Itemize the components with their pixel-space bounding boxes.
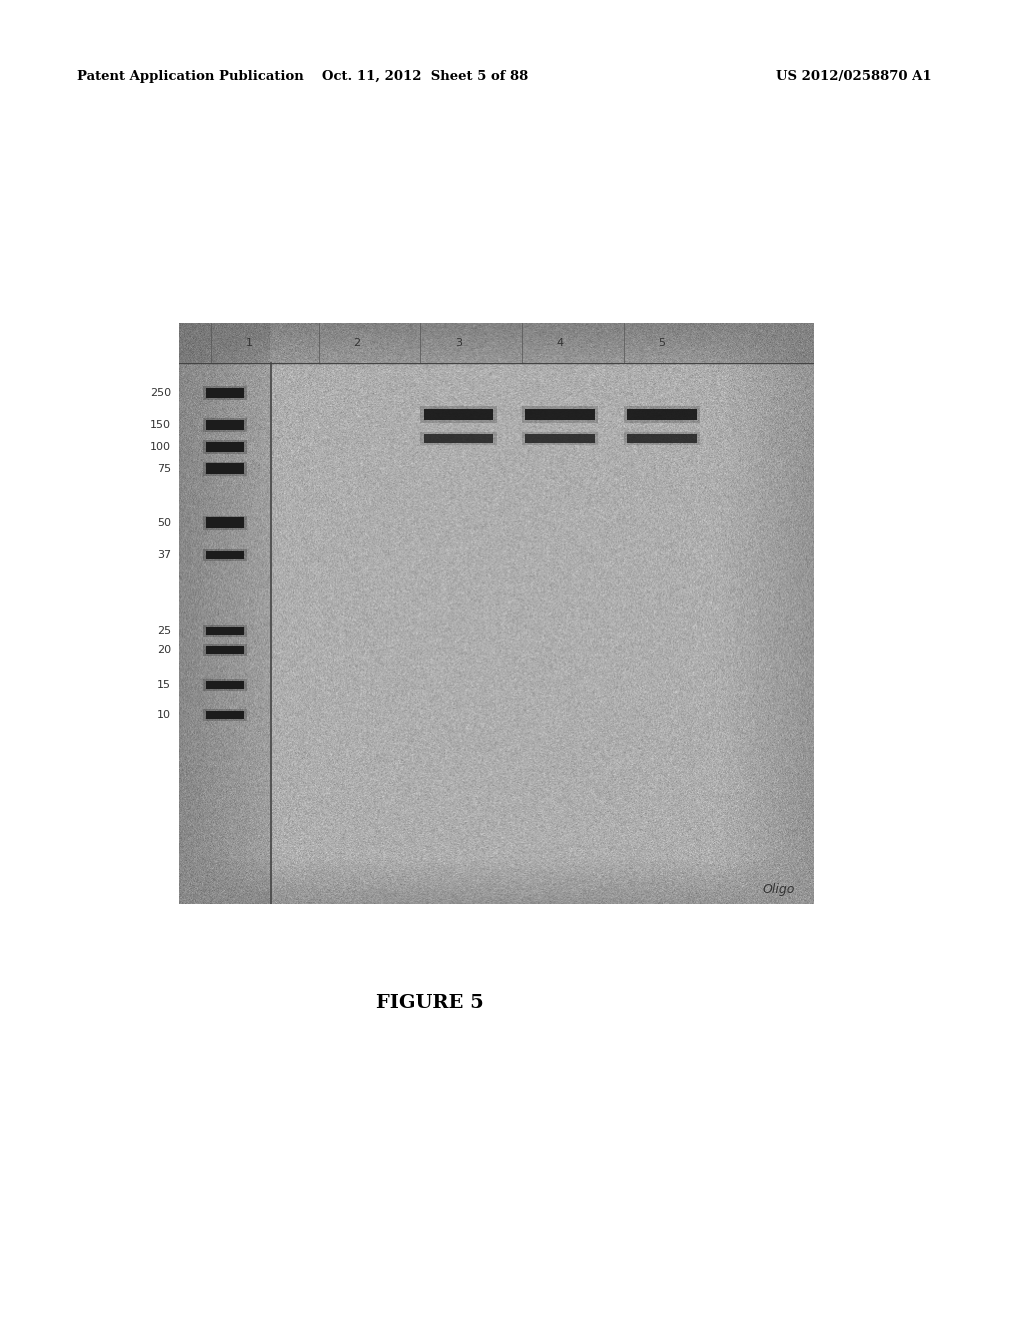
Text: 10: 10 — [157, 710, 171, 719]
Text: 150: 150 — [150, 420, 171, 430]
Bar — [203, 385, 247, 400]
Text: 100: 100 — [150, 442, 171, 451]
Bar — [206, 550, 244, 560]
Text: US 2012/0258870 A1: US 2012/0258870 A1 — [776, 70, 932, 83]
Bar — [424, 434, 494, 444]
Text: 5: 5 — [658, 338, 666, 348]
Text: 15: 15 — [157, 680, 171, 690]
Bar — [624, 433, 699, 445]
Bar — [206, 517, 244, 528]
Text: 20: 20 — [157, 645, 171, 655]
Bar — [206, 710, 244, 719]
Text: 37: 37 — [157, 550, 171, 560]
Text: 3: 3 — [455, 338, 462, 348]
Bar — [203, 626, 247, 636]
Text: 250: 250 — [150, 388, 171, 397]
Text: Oligo: Oligo — [763, 883, 795, 896]
Text: 2: 2 — [353, 338, 360, 348]
Bar — [525, 409, 595, 420]
Text: Patent Application Publication: Patent Application Publication — [77, 70, 303, 83]
Bar — [424, 409, 494, 420]
Bar — [206, 681, 244, 689]
Bar — [206, 420, 244, 430]
Bar — [624, 407, 699, 422]
Bar — [525, 434, 595, 444]
Bar — [203, 516, 247, 529]
Bar — [627, 434, 696, 444]
Bar — [203, 462, 247, 475]
Text: 1: 1 — [246, 338, 253, 348]
Bar — [203, 440, 247, 454]
Bar — [627, 409, 696, 420]
Bar — [206, 627, 244, 635]
Bar — [203, 644, 247, 656]
Bar — [203, 549, 247, 561]
Bar — [522, 407, 598, 422]
Text: 75: 75 — [157, 463, 171, 474]
Bar — [206, 442, 244, 453]
Bar — [522, 433, 598, 445]
Bar — [203, 709, 247, 721]
Text: 50: 50 — [157, 517, 171, 528]
Bar — [421, 407, 497, 422]
Text: Oct. 11, 2012  Sheet 5 of 88: Oct. 11, 2012 Sheet 5 of 88 — [322, 70, 528, 83]
Text: 25: 25 — [157, 626, 171, 636]
Bar — [206, 645, 244, 653]
Bar — [206, 463, 244, 474]
Text: 4: 4 — [557, 338, 563, 348]
Bar — [206, 388, 244, 399]
Bar — [203, 680, 247, 690]
Text: FIGURE 5: FIGURE 5 — [376, 994, 484, 1012]
Bar — [203, 418, 247, 432]
Bar — [421, 433, 497, 445]
